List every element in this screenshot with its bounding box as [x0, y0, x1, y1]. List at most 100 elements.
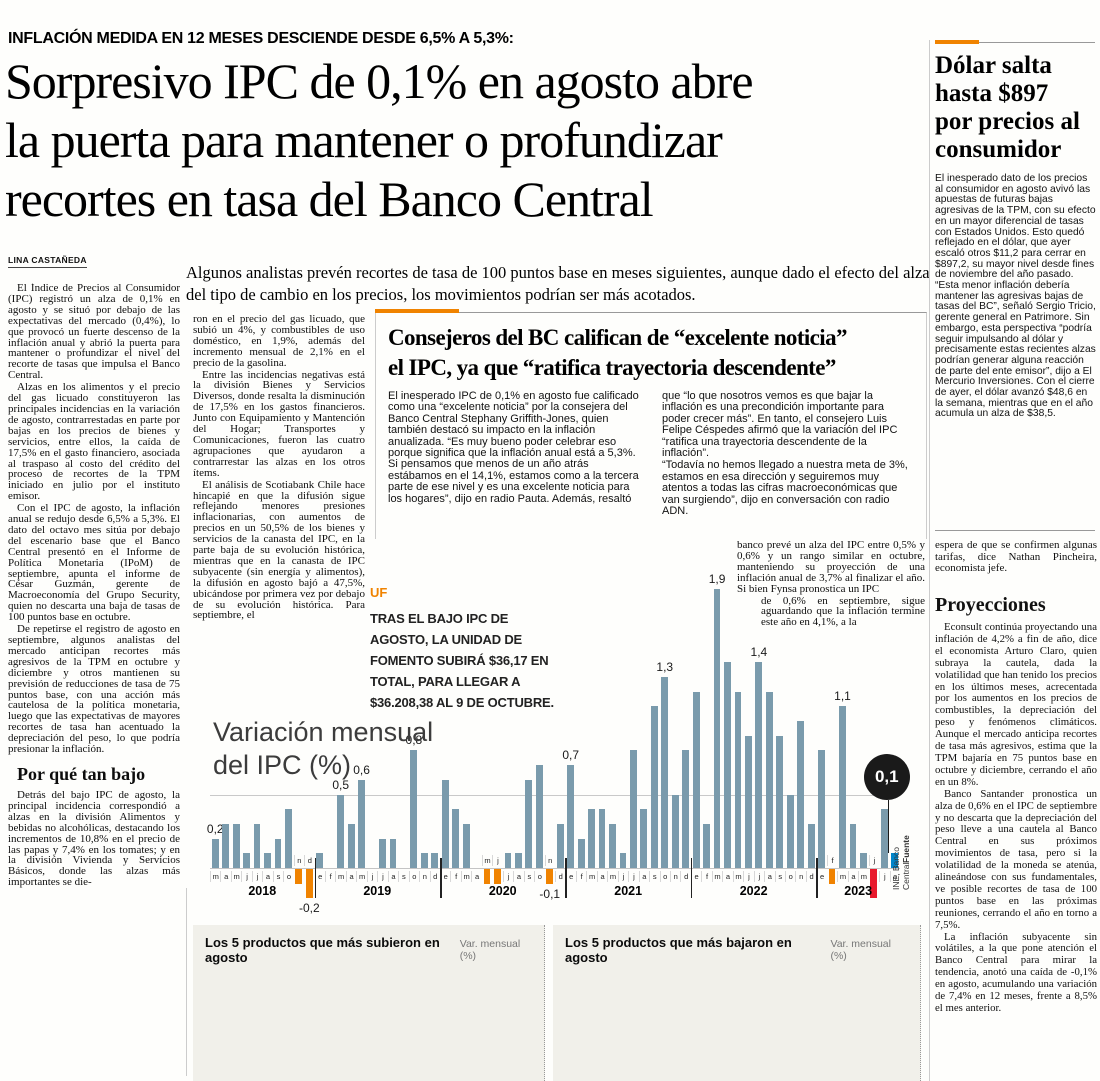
month-label: j	[879, 871, 889, 882]
month-label: n	[544, 855, 555, 866]
source-label: Fuente	[901, 834, 911, 863]
chart-refline	[210, 794, 900, 796]
chart-bar	[222, 823, 230, 868]
month-label: n	[293, 855, 304, 866]
chart-bar	[420, 853, 428, 868]
chart-bar	[797, 721, 805, 868]
chart-bar	[274, 838, 282, 868]
value-label: -0,2	[298, 901, 320, 916]
products-down-header: Los 5 productos que más bajaron en agost…	[565, 935, 792, 965]
month-label: j	[502, 871, 513, 882]
proyecciones-subhead: Proyecciones	[935, 594, 1046, 616]
month-label: a	[262, 871, 272, 882]
chart-bar	[703, 823, 710, 868]
chart-bar	[253, 823, 261, 868]
month-label: d	[555, 871, 565, 882]
chart-title-line: Variación mensual	[213, 717, 434, 747]
paragraph: De repetirse el registro de agosto en se…	[8, 623, 180, 756]
month-label: j	[868, 855, 879, 866]
chart-bar	[786, 794, 794, 868]
chart-bar	[609, 823, 616, 868]
month-label: a	[513, 871, 523, 882]
chart-bar	[849, 823, 857, 868]
chart-bar	[305, 869, 313, 899]
chart-bar	[389, 838, 397, 868]
month-label: s	[398, 871, 408, 882]
chart-bar	[629, 750, 637, 868]
month-label: o	[785, 871, 795, 882]
uf-label: UF	[370, 585, 388, 600]
month-label: m	[230, 871, 241, 882]
headline-line-3: recortes en tasa del Banco Central	[5, 171, 654, 227]
chart-bar	[546, 869, 554, 884]
month-label: e	[690, 871, 701, 882]
chart-bar	[765, 691, 773, 868]
chart-bar	[682, 750, 690, 868]
month-label: n	[795, 871, 805, 882]
month-label: s	[272, 871, 283, 882]
chart-bar	[483, 869, 491, 884]
chart-bar	[525, 779, 533, 868]
main-headline: Sorpresivo IPC de 0,1% en agosto abre la…	[5, 52, 930, 229]
chart-bar	[347, 823, 355, 868]
chart-bar	[577, 838, 585, 868]
sidebar-body: El inesperado dato de los precios al con…	[935, 173, 1096, 420]
month-label: o	[534, 871, 544, 882]
month-label: e	[440, 871, 450, 882]
column-divider	[186, 888, 187, 1076]
chart-bar	[839, 706, 846, 868]
chart-bar	[441, 779, 449, 868]
ipc-bar-chart: m 0,2 a m j j a s o n d -0,2 e f m 0,5 a m 0,6 j j a s o 0,8 n d e f…	[207, 555, 910, 925]
month-label: e	[565, 871, 575, 882]
month-label: j	[366, 871, 377, 882]
chart-title: Variación mensual del IPC (%)	[213, 716, 433, 782]
chart-bar	[818, 750, 825, 868]
chart-bar	[588, 809, 595, 868]
chart-bar	[870, 869, 878, 899]
month-label: s	[649, 871, 659, 882]
chart-bar	[494, 869, 501, 884]
month-label: a	[596, 871, 607, 882]
paragraph: El análisis de Scotiabank Chile hace hin…	[193, 478, 365, 622]
paragraph: Econsult continúa proyectando una inflac…	[935, 621, 1097, 788]
sidebar-headline-line: consumidor	[935, 136, 1062, 163]
var-mensual-label: Var. mensual (%)	[459, 938, 521, 962]
byline: LINA CASTAÑEDA	[8, 255, 87, 268]
month-label: a	[847, 871, 858, 882]
paragraph: Entre las incidencias negativas está la …	[193, 368, 365, 479]
month-label: a	[764, 871, 774, 882]
month-label: j	[743, 871, 753, 882]
month-label: m	[210, 871, 220, 882]
year-divider	[314, 858, 317, 898]
chart-bar	[295, 869, 303, 884]
chart-bar	[828, 869, 836, 884]
month-label: o	[283, 871, 293, 882]
headline-line-1: Sorpresivo IPC de 0,1% en agosto abre	[5, 53, 754, 109]
proyecciones-column: Econsult continúa proyectando una inflac…	[935, 621, 1097, 1015]
paragraph: “Todavía no hemos llegado a nuestra meta…	[662, 459, 908, 518]
chart-bar	[671, 794, 679, 868]
chart-bar	[504, 853, 512, 868]
headline-line-2: la puerta para mantener o profundizar	[5, 112, 723, 168]
chart-bar	[640, 809, 648, 868]
chart-bar	[807, 823, 815, 868]
year-divider	[440, 858, 442, 898]
quote-box-column-1: El inesperado IPC de 0,1% en agosto fue …	[388, 390, 640, 518]
paragraph: que “lo que nosotros vemos es que bajar …	[662, 390, 898, 460]
month-label: d	[429, 871, 440, 882]
year-divider	[690, 858, 693, 898]
paragraph: El Índice de Precios al Consumidor (IPC)…	[8, 283, 180, 382]
column-divider	[929, 40, 930, 1081]
month-label: m	[607, 871, 617, 882]
month-label: m	[837, 871, 847, 882]
month-label: f	[450, 871, 460, 882]
month-label: m	[481, 855, 492, 866]
month-label: m	[356, 871, 366, 882]
month-label: m	[711, 871, 722, 882]
month-label: d	[680, 871, 690, 882]
value-label: -0,1	[539, 886, 561, 901]
month-label: a	[220, 871, 230, 882]
month-label: a	[345, 871, 356, 882]
value-label: 1,3	[656, 659, 674, 674]
value-label: 0,5	[332, 777, 350, 792]
